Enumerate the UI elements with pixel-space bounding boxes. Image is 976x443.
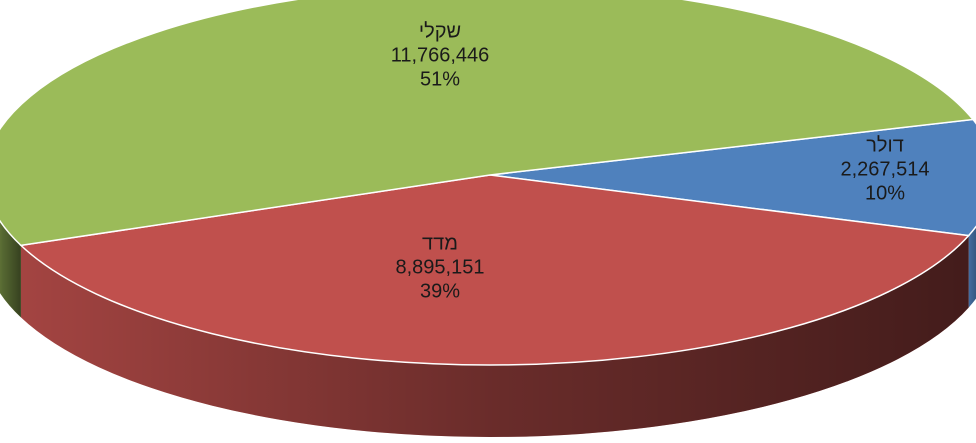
slice [19,174,971,366]
slice-percent: 51% [420,68,460,90]
slice-label: מדד [422,232,458,254]
slice [0,0,975,247]
slice [489,118,976,237]
slice-value: 2,267,514 [841,158,930,180]
slice-label: שקלי [419,20,461,42]
slice-side-shade [20,235,969,437]
slice-percent: 39% [420,280,460,302]
slice-label: דולר [866,134,904,156]
slice-value: 8,895,151 [396,256,485,278]
slice-percent: 10% [865,182,905,204]
slice-value: 11,766,446 [391,44,490,66]
slice-side-shade [0,220,21,318]
slice-side-shade [968,226,976,308]
